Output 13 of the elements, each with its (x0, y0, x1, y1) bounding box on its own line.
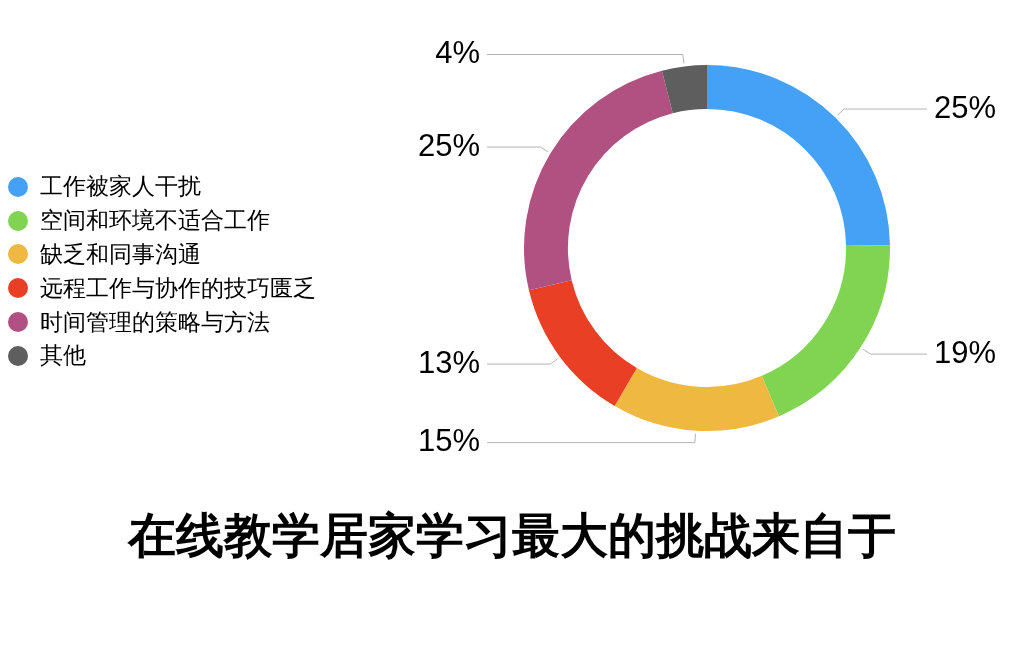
legend-label: 远程工作与协作的技巧匮乏 (40, 273, 316, 303)
legend-label: 空间和环境不适合工作 (40, 206, 270, 236)
data-label: 15% (417, 423, 480, 459)
data-label: 25% (934, 89, 997, 125)
text: 在线教学居家学习最大的挑战来自于 (126, 506, 897, 565)
data-label: 13% (417, 344, 480, 380)
legend-label: 其他 (40, 341, 86, 371)
data-label: 25% (417, 127, 480, 163)
data-label: 19% (934, 334, 997, 370)
legend-label: 缺乏和同事沟通 (40, 240, 201, 269)
data-label: 4% (435, 35, 480, 71)
legend-label: 工作被家人干扰 (40, 172, 201, 202)
legend-label: 时间管理的策略与方法 (40, 307, 270, 337)
